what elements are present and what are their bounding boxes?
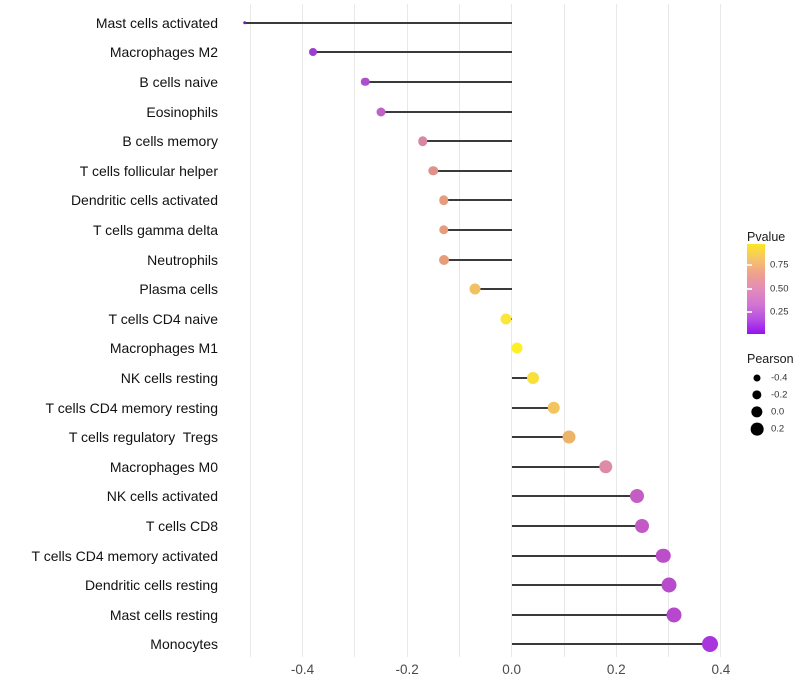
row-label: T cells regulatory Tregs [68, 429, 218, 446]
stem-line [511, 643, 711, 646]
stem-line [365, 80, 512, 83]
gridline [354, 4, 356, 657]
x-tick-label: 0.2 [606, 662, 626, 677]
gridline [302, 4, 303, 657]
colorbar-tick-mark [747, 311, 752, 314]
dot [630, 489, 645, 504]
row-label: NK cells activated [106, 488, 218, 505]
stem-line [475, 288, 512, 291]
gridline [406, 4, 408, 657]
dot [526, 371, 539, 384]
row-label: Monocytes [150, 636, 218, 653]
dot [656, 548, 671, 563]
dot [666, 607, 682, 623]
row-label: T cells CD4 naive [108, 310, 218, 327]
stem-line [443, 258, 512, 261]
pvalue-legend-title: Pvalue [747, 230, 786, 244]
dot [428, 165, 438, 176]
row-label: Mast cells resting [109, 606, 218, 623]
dot [500, 313, 512, 325]
dot [702, 636, 719, 653]
row-label: T cells CD4 memory activated [31, 547, 218, 564]
gridline [563, 4, 565, 657]
row-label: T cells CD4 memory resting [45, 399, 218, 416]
gridline [458, 4, 460, 657]
stem-line [511, 495, 638, 498]
row-label: Plasma cells [139, 281, 218, 298]
dot [661, 577, 677, 593]
dot [547, 401, 560, 414]
row-label: B cells naive [139, 73, 218, 90]
dot [438, 195, 449, 206]
row-label: T cells gamma delta [92, 221, 218, 238]
stem-line [511, 524, 643, 527]
row-label: Neutrophils [147, 251, 218, 268]
dot [418, 136, 428, 146]
pearson-size-label: -0.4 [771, 371, 788, 383]
stem-line [312, 51, 512, 54]
pearson-legend-title: Pearson [747, 352, 794, 366]
x-tick-label: -0.2 [395, 662, 419, 677]
pvalue-colorbar [747, 244, 765, 334]
row-label: Macrophages M2 [109, 44, 218, 61]
stem-line [422, 140, 512, 143]
colorbar-tick-mark [747, 263, 752, 266]
x-tick-label: 0.0 [502, 662, 522, 677]
dot [562, 430, 576, 444]
x-tick-label: 0.4 [711, 662, 731, 677]
dot [635, 518, 650, 533]
gridline [668, 4, 670, 657]
dot [308, 48, 317, 57]
pearson-size-label: 0.0 [771, 406, 785, 418]
row-label: B cells memory [122, 133, 218, 150]
row-label: Eosinophils [146, 103, 218, 120]
colorbar-tick-mark [747, 288, 752, 290]
stem-line [511, 465, 606, 468]
row-label: Macrophages M0 [109, 458, 218, 475]
stem-line [244, 21, 512, 24]
stem-line [380, 110, 512, 113]
colorbar-tick-label: 0.25 [770, 306, 789, 318]
dot [438, 225, 449, 235]
pearson-size-label: 0.2 [771, 423, 785, 435]
stem-line [443, 228, 512, 231]
row-label: NK cells resting [120, 369, 218, 386]
dot [511, 342, 523, 354]
dot [599, 459, 613, 474]
dot [376, 107, 386, 116]
row-label: Dendritic cells activated [70, 192, 218, 209]
row-label: T cells CD8 [145, 517, 218, 534]
dot [361, 77, 370, 87]
stem-line [511, 436, 570, 439]
stem-line [511, 584, 669, 587]
dot [438, 254, 449, 265]
dot [469, 283, 481, 295]
pearson-size-dot [750, 422, 764, 436]
pearson-size-dot [751, 406, 763, 418]
colorbar-tick-label: 0.75 [770, 259, 789, 271]
stem-line [511, 613, 674, 616]
stem-line [511, 554, 664, 557]
row-label: Macrophages M1 [109, 340, 218, 357]
stem-line [511, 406, 554, 409]
dot [243, 20, 247, 25]
x-tick-label: -0.4 [290, 662, 315, 677]
gridline [615, 4, 617, 657]
stem-line [443, 199, 512, 202]
pearson-size-label: -0.2 [771, 388, 788, 400]
row-label: T cells follicular helper [79, 162, 218, 179]
colorbar-tick-label: 0.50 [770, 283, 789, 295]
gridline [511, 4, 513, 657]
stem-line [433, 169, 512, 172]
gridline [720, 4, 722, 657]
gridline [249, 4, 251, 657]
row-label: Mast cells activated [95, 14, 218, 31]
pearson-size-dot [753, 374, 761, 381]
pearson-size-dot [752, 390, 762, 400]
stem-line [511, 376, 533, 379]
row-label: Dendritic cells resting [84, 577, 218, 594]
